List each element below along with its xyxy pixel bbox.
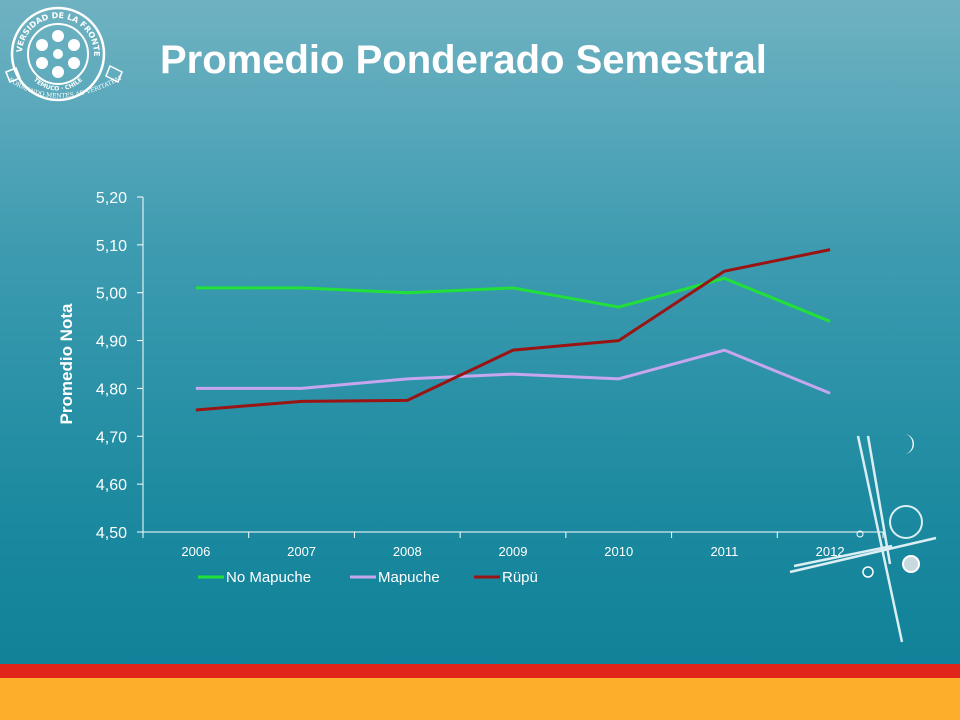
x-tick-label: 2007 [287, 544, 316, 559]
y-ticks: 4,50 4,60 4,70 4,80 4,90 5,00 5,10 5,20 [96, 190, 143, 542]
y-tick-label: 4,80 [96, 381, 127, 398]
x-tick-label: 2006 [181, 544, 210, 559]
decorative-lines [789, 434, 937, 643]
series-line-no-mapuche [195, 276, 831, 323]
moon-icon [904, 434, 914, 454]
y-tick-label: 4,50 [96, 525, 127, 542]
y-tick-label: 4,90 [96, 334, 127, 351]
x-axis: 2006 2007 2008 2009 2010 2011 2012 [142, 531, 884, 559]
y-axis: 4,50 4,60 4,70 4,80 4,90 5,00 5,10 5,20 [96, 190, 144, 542]
university-logo: UNIVERSIDAD DE LA FRONTERA TEMUCO · CHIL… [2, 2, 123, 102]
legend: No Mapuche Mapuche Rüpü [198, 569, 538, 586]
legend-label: Mapuche [378, 569, 440, 586]
slide-title: Promedio Ponderado Semestral [160, 38, 767, 82]
x-tick-label: 2010 [604, 544, 633, 559]
y-tick-label: 5,20 [96, 190, 127, 207]
legend-label: Rüpü [502, 569, 538, 586]
series-lines [195, 248, 831, 412]
series-line-mapuche [195, 348, 831, 395]
logo-emblem-icon [36, 30, 80, 78]
x-tick-label: 2009 [499, 544, 528, 559]
x-tick-label: 2008 [393, 544, 422, 559]
footer-red-band [0, 664, 960, 678]
y-tick-label: 4,70 [96, 429, 127, 446]
y-tick-label: 4,60 [96, 477, 127, 494]
series-line-rupu [195, 248, 831, 412]
x-ticks: 2006 2007 2008 2009 2010 2011 2012 [142, 532, 884, 559]
y-tick-label: 5,00 [96, 286, 127, 303]
x-tick-label: 2012 [816, 544, 845, 559]
legend-label: No Mapuche [226, 569, 311, 586]
y-tick-label: 5,10 [96, 238, 127, 255]
x-tick-label: 2011 [710, 544, 738, 559]
footer-orange-band [0, 678, 960, 720]
y-axis-label: Promedio Nota [57, 303, 76, 424]
